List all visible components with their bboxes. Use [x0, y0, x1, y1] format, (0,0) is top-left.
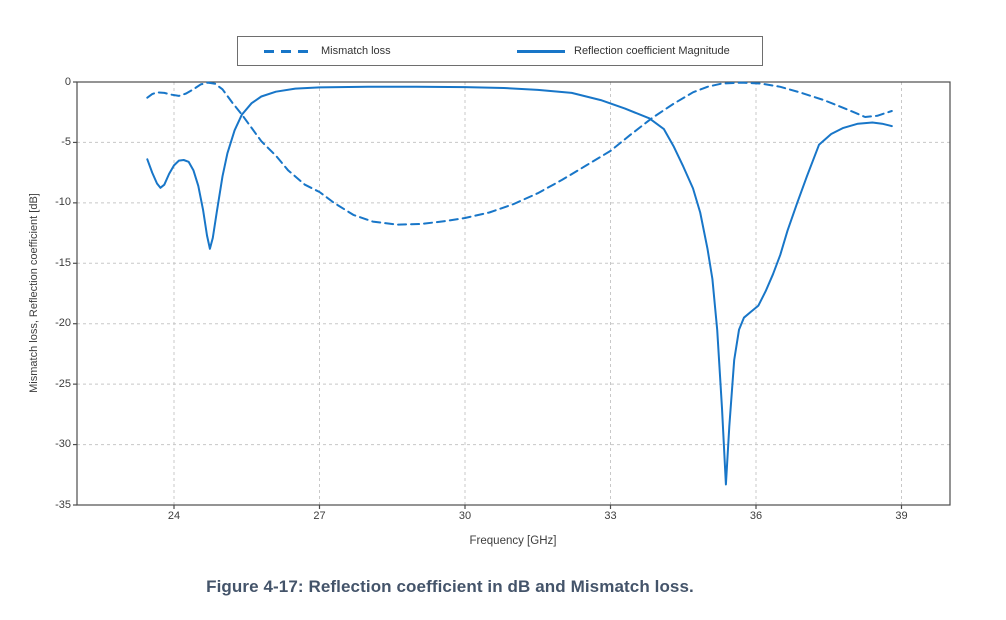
y-axis-label: Mismatch loss, Reflection coefficient [d… — [28, 193, 40, 393]
legend-label-reflection-coefficient: Reflection coefficient Magnitude — [574, 45, 730, 57]
legend-item-reflection-coefficient: Reflection coefficient Magnitude — [517, 37, 730, 65]
figure-caption: Figure 4-17: Reflection coefficient in d… — [206, 577, 694, 596]
chart-legend: Mismatch loss Reflection coefficient Mag… — [237, 36, 763, 66]
series-line-reflection-coefficient — [146, 85, 893, 486]
legend-item-mismatch-loss: Mismatch loss — [264, 37, 391, 65]
x-axis-label: Frequency [GHz] — [469, 535, 557, 547]
chart-canvas — [73, 81, 951, 509]
dashed-line-sample-icon — [264, 49, 312, 53]
series-line-mismatch-loss — [146, 81, 893, 226]
solid-line-sample-icon — [517, 49, 565, 53]
legend-label-mismatch-loss: Mismatch loss — [321, 45, 391, 57]
